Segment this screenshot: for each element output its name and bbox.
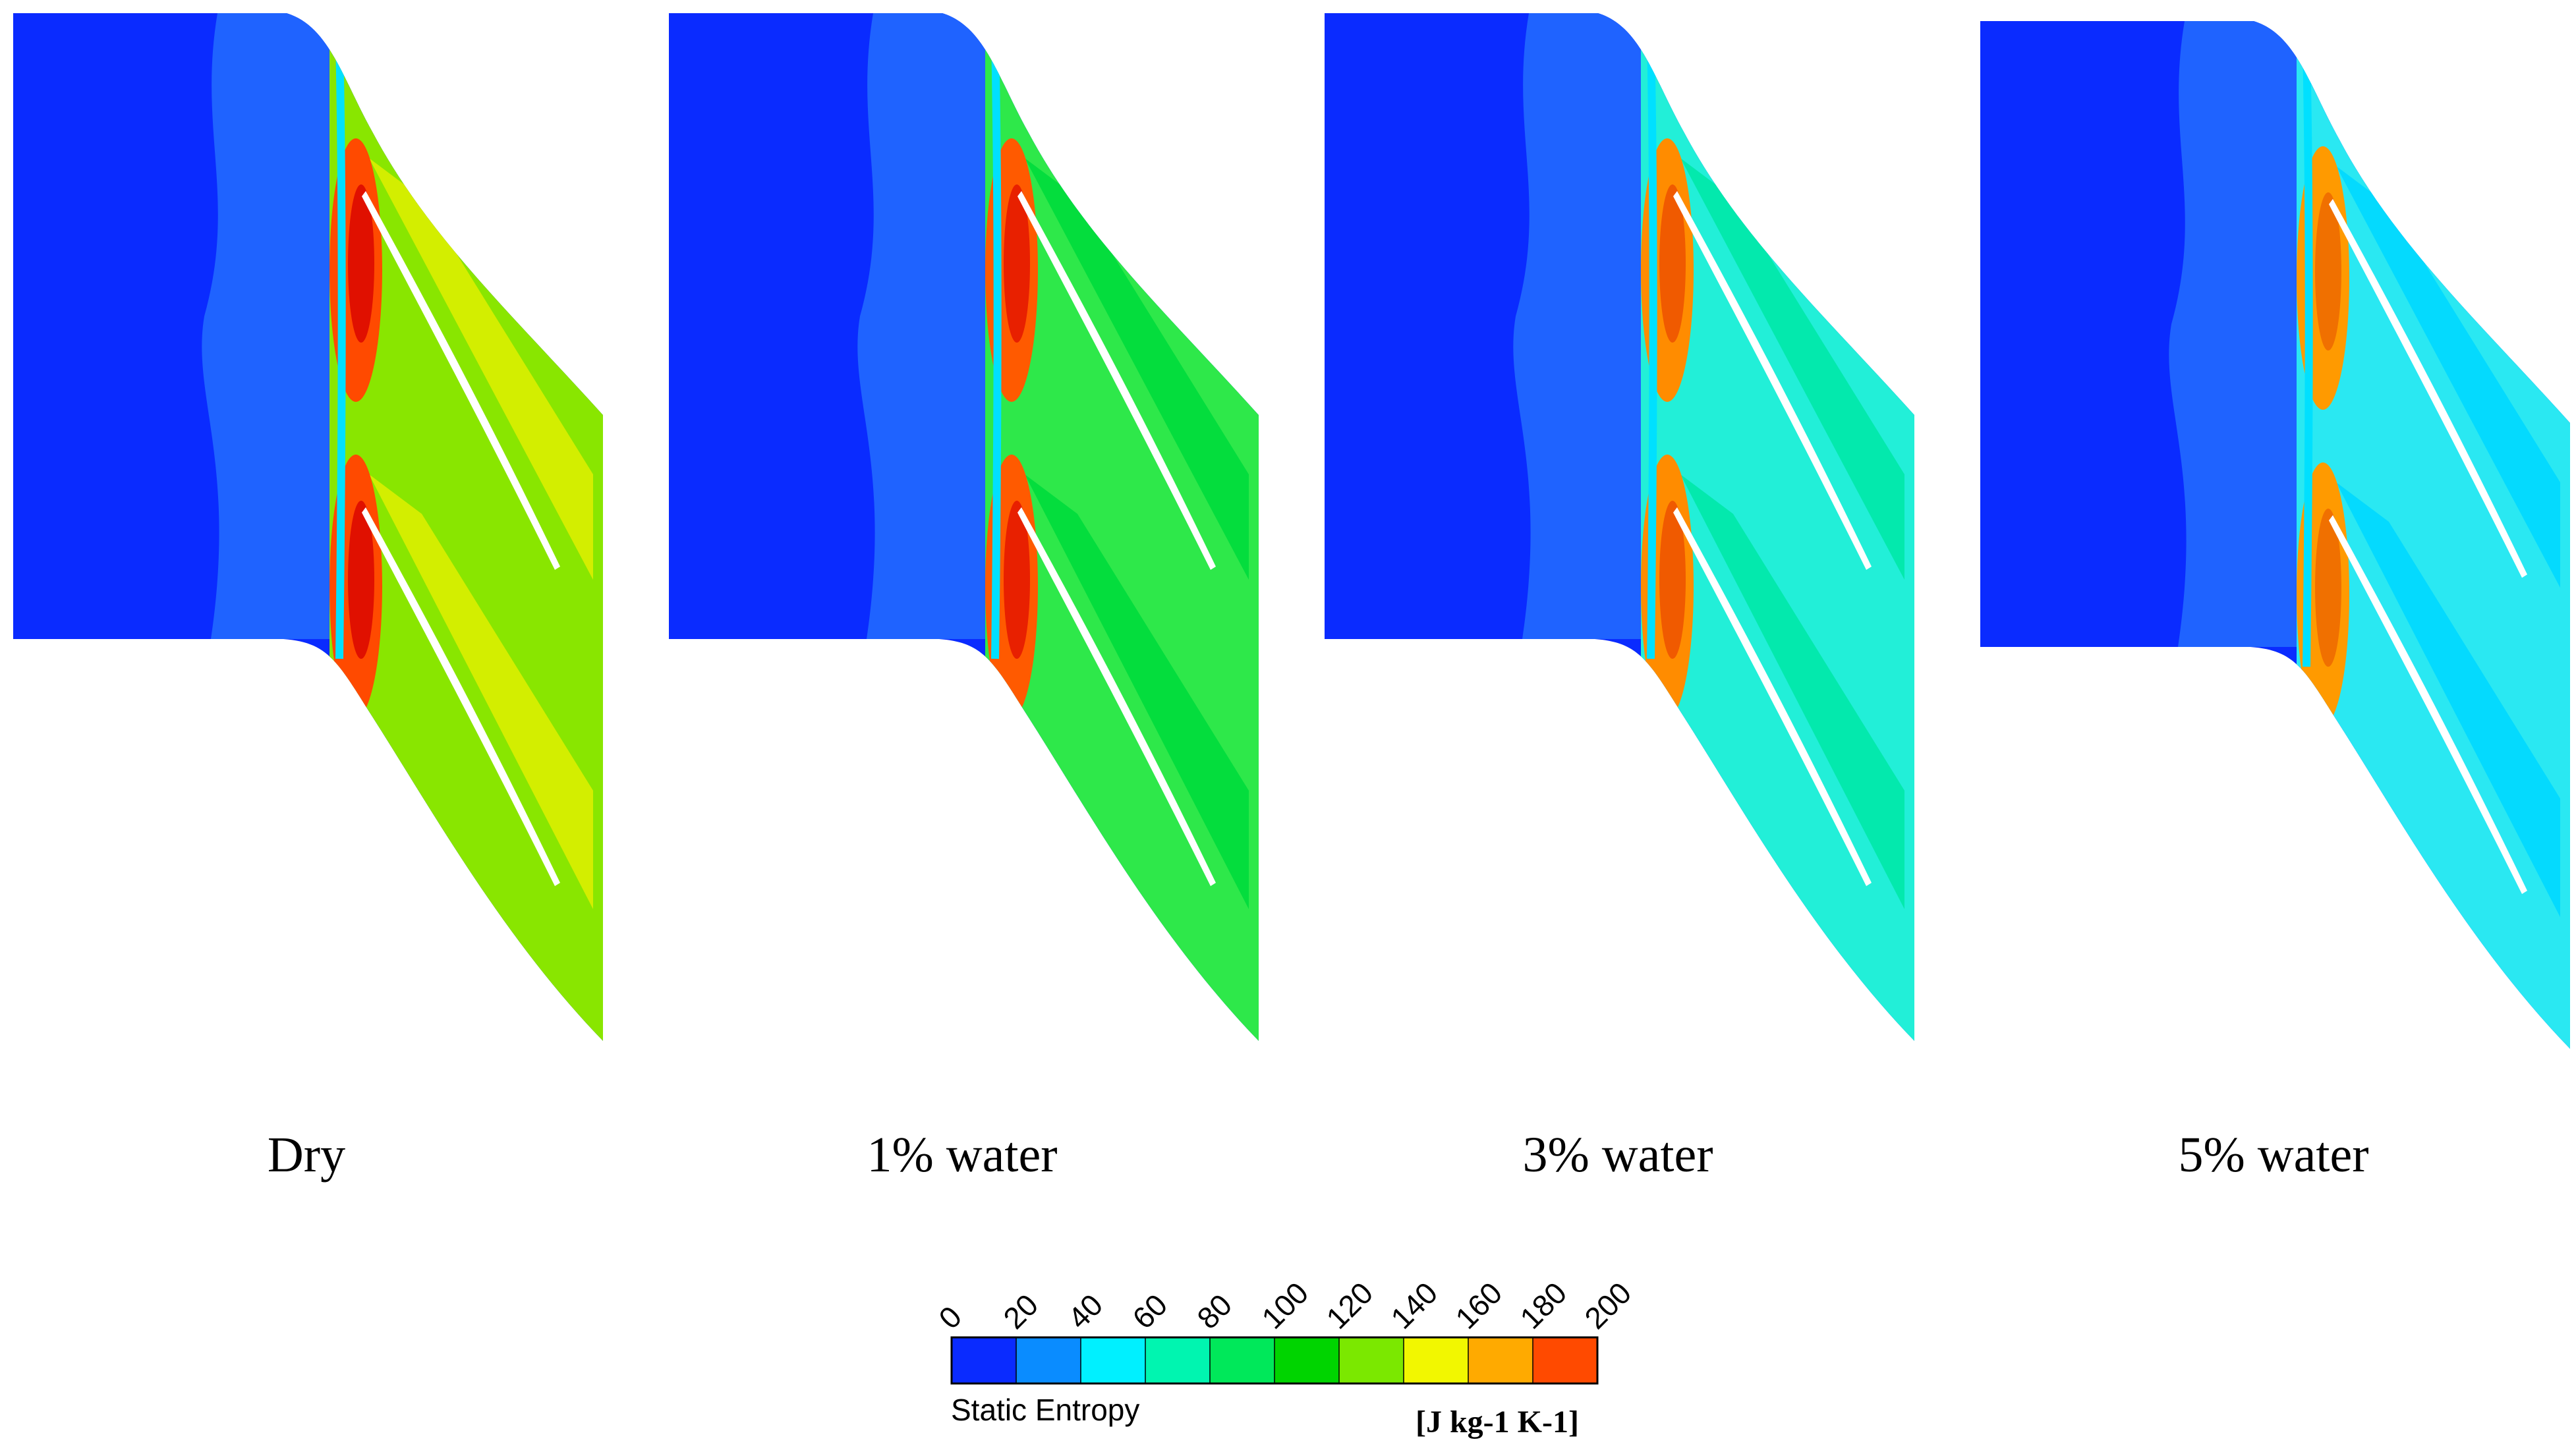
peak-entropy-core [1004, 501, 1030, 659]
panel-label-1pct-water: 1% water [867, 1127, 1058, 1183]
colorbar-swatch [1533, 1337, 1598, 1383]
blade [1017, 191, 1216, 570]
colorbar-title: Static Entropy [951, 1393, 1140, 1427]
upstream-region [2169, 21, 2336, 647]
colorbar-tick-label: 20 [996, 1287, 1045, 1335]
boundary-stripe [1647, 39, 1657, 659]
colorbar-swatch [1016, 1337, 1081, 1383]
upstream-region [202, 13, 369, 639]
boundary-stripe [2303, 47, 2313, 667]
colorbar-tick-label: 140 [1384, 1278, 1444, 1335]
colorbar-tick-label: 40 [1061, 1287, 1109, 1335]
colorbar-swatch [1210, 1337, 1275, 1383]
colorbar-swatch [1404, 1337, 1469, 1383]
colorbar-tick-labels: 0 20 40 60 80 100 120 140 160 180 200 [936, 1278, 1638, 1335]
colorbar-frame [950, 1336, 1599, 1385]
colorbar-swatch [1274, 1337, 1340, 1383]
passage-band [1025, 158, 1249, 580]
boundary-stripe [335, 39, 346, 659]
peak-entropy-core [2315, 509, 2341, 667]
colorbar-swatch [952, 1337, 1017, 1383]
contour-panel [1325, 13, 1914, 1041]
passage-band [2336, 482, 2560, 917]
colorbar-tick-label: 160 [1448, 1278, 1508, 1335]
passage-band [1680, 158, 1904, 580]
peak-entropy-core [348, 184, 374, 343]
passage-band [369, 158, 593, 580]
upstream-region [857, 13, 1025, 639]
colorbar-swatch [1468, 1337, 1533, 1383]
contour-panel [1980, 21, 2570, 1049]
colorbar-tick-label: 120 [1319, 1278, 1379, 1335]
blade [362, 507, 560, 886]
colorbar-swatch [1081, 1337, 1146, 1383]
passage-band [369, 474, 593, 909]
panel-label-3pct-water: 3% water [1522, 1127, 1713, 1183]
colorbar-tick-label: 80 [1190, 1287, 1238, 1335]
contour-panel [669, 13, 1259, 1041]
passage-band [2336, 166, 2560, 588]
passage-band [1025, 474, 1249, 909]
colorbar-legend: 0 20 40 60 80 100 120 140 160 180 200 [936, 1278, 1638, 1385]
colorbar-tick-label: 100 [1255, 1278, 1315, 1335]
peak-entropy-core [1659, 184, 1686, 343]
peak-entropy-core [2315, 192, 2341, 350]
boundary-stripe [991, 39, 1002, 659]
peak-entropy-core [348, 501, 374, 659]
colorbar-swatches [952, 1337, 1598, 1383]
colorbar-tick-label: 60 [1126, 1287, 1174, 1335]
blade [2329, 199, 2527, 578]
upstream-region [1513, 13, 1680, 639]
blade [2329, 515, 2527, 894]
blade [362, 191, 560, 570]
passage-band [1680, 474, 1904, 909]
panel-label-5pct-water: 5% water [2178, 1127, 2369, 1183]
blade [1017, 507, 1216, 886]
panel-label-dry: Dry [267, 1127, 346, 1183]
colorbar-swatch [1145, 1337, 1211, 1383]
colorbar-tick-label: 200 [1578, 1278, 1638, 1335]
colorbar-swatch [1339, 1337, 1404, 1383]
blade [1673, 507, 1872, 886]
entropy-contour-panels [13, 13, 2570, 1049]
peak-entropy-core [1659, 501, 1686, 659]
colorbar-tick-label: 0 [936, 1299, 968, 1335]
blade [1673, 191, 1872, 570]
contour-panel [13, 13, 603, 1041]
colorbar-tick-label: 180 [1513, 1278, 1573, 1335]
peak-entropy-core [1004, 184, 1030, 343]
colorbar-unit: [J kg-1 K-1] [1416, 1405, 1579, 1439]
